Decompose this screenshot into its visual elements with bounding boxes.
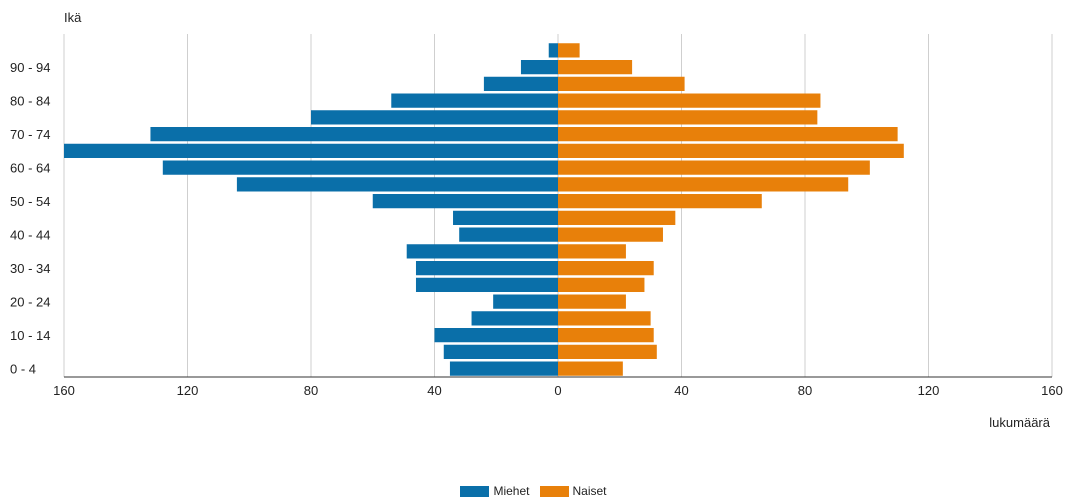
x-tick-label: 40: [427, 383, 441, 398]
bar-naiset-8[interactable]: [558, 227, 663, 242]
y-tick-label: 10 - 14: [10, 328, 50, 343]
bar-naiset-19[interactable]: [558, 43, 580, 58]
bar-miehet-6[interactable]: [415, 261, 558, 276]
y-tick-label: 90 - 94: [10, 60, 50, 75]
bar-naiset-12[interactable]: [558, 160, 870, 175]
count-tick-labels: 160 120 80 40 0 40 80 120 160: [53, 383, 1063, 398]
bar-miehet-11[interactable]: [236, 177, 558, 192]
bar-naiset-3[interactable]: [558, 311, 651, 326]
y-tick-label: 50 - 54: [10, 194, 50, 209]
y-tick-label: 60 - 64: [10, 161, 50, 176]
bars: [64, 43, 904, 376]
x-axis-title: lukumäärä: [989, 415, 1050, 430]
y-axis-title: Ikä: [64, 10, 82, 25]
bar-miehet-1[interactable]: [443, 344, 558, 359]
bar-miehet-0[interactable]: [449, 361, 558, 376]
bar-miehet-3[interactable]: [471, 311, 558, 326]
bar-naiset-5[interactable]: [558, 277, 645, 292]
bar-naiset-2[interactable]: [558, 328, 654, 343]
x-tick-label: 0: [554, 383, 561, 398]
x-tick-label: 80: [304, 383, 318, 398]
bar-miehet-8[interactable]: [459, 227, 558, 242]
bar-naiset-7[interactable]: [558, 244, 626, 259]
bar-naiset-6[interactable]: [558, 261, 654, 276]
bar-miehet-7[interactable]: [406, 244, 558, 259]
bar-miehet-14[interactable]: [150, 127, 558, 142]
y-tick-label: 80 - 84: [10, 94, 50, 109]
x-tick-label: 120: [918, 383, 940, 398]
bar-miehet-13[interactable]: [64, 143, 558, 158]
y-tick-label: 20 - 24: [10, 295, 50, 310]
legend-swatch-miehet: [460, 485, 490, 497]
legend-label-naiset: Naiset: [572, 484, 607, 498]
bar-miehet-4[interactable]: [493, 294, 558, 309]
x-tick-label: 80: [798, 383, 812, 398]
legend-item-naiset[interactable]: Naiset: [539, 484, 607, 498]
legend-swatch-naiset: [539, 485, 569, 497]
bar-naiset-16[interactable]: [558, 93, 821, 108]
legend-label-miehet: Miehet: [493, 484, 530, 498]
bar-naiset-11[interactable]: [558, 177, 849, 192]
x-tick-label: 40: [674, 383, 688, 398]
bar-miehet-9[interactable]: [453, 210, 558, 225]
y-tick-label: 70 - 74: [10, 127, 50, 142]
legend-item-miehet[interactable]: Miehet: [460, 484, 530, 498]
bar-naiset-14[interactable]: [558, 127, 898, 142]
bar-miehet-10[interactable]: [372, 194, 558, 209]
legend: Miehet Naiset: [0, 484, 1067, 498]
bar-miehet-17[interactable]: [483, 76, 558, 91]
y-tick-label: 0 - 4: [10, 362, 36, 377]
x-tick-label: 160: [53, 383, 75, 398]
bar-naiset-13[interactable]: [558, 143, 904, 158]
x-tick-label: 120: [177, 383, 199, 398]
bar-miehet-12[interactable]: [162, 160, 559, 175]
x-tick-label: 160: [1041, 383, 1063, 398]
bar-naiset-0[interactable]: [558, 361, 623, 376]
bar-miehet-15[interactable]: [311, 110, 558, 125]
bar-naiset-18[interactable]: [558, 60, 633, 75]
bar-naiset-15[interactable]: [558, 110, 818, 125]
y-tick-label: 40 - 44: [10, 228, 50, 243]
bar-naiset-9[interactable]: [558, 210, 676, 225]
bar-miehet-5[interactable]: [415, 277, 558, 292]
y-tick-label: 30 - 34: [10, 261, 50, 276]
bar-miehet-2[interactable]: [434, 328, 559, 343]
bar-miehet-16[interactable]: [391, 93, 558, 108]
age-group-tick-labels: 0 - 4 10 - 14 20 - 24 30 - 34 40 - 44 50 - 54…: [10, 60, 50, 377]
bar-naiset-1[interactable]: [558, 344, 657, 359]
bar-miehet-18[interactable]: [520, 60, 558, 75]
bar-naiset-4[interactable]: [558, 294, 626, 309]
bar-naiset-10[interactable]: [558, 194, 762, 209]
bar-miehet-19[interactable]: [548, 43, 558, 58]
bar-naiset-17[interactable]: [558, 76, 685, 91]
